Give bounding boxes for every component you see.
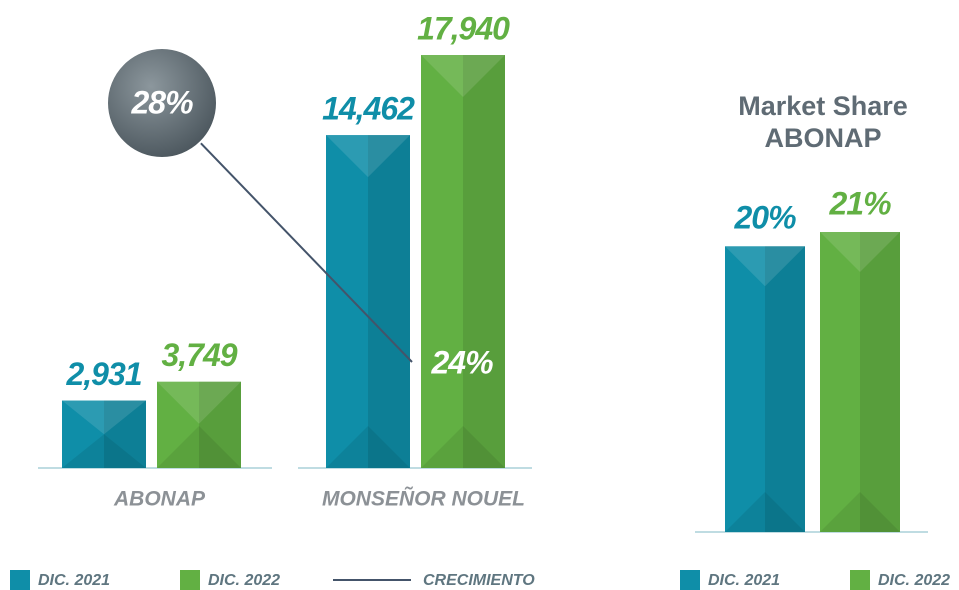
x-tick-label: ABONAP [113, 488, 206, 511]
bar-facet [62, 434, 146, 468]
value-label: 17,940 [417, 10, 510, 46]
bar [62, 400, 146, 468]
bar-facet [860, 232, 900, 532]
bar-facet [421, 426, 505, 468]
legend-label: DIC. 2021 [38, 572, 110, 589]
bar-facet [820, 492, 900, 532]
legend-swatch [680, 570, 700, 590]
growth-label: 24% [430, 344, 493, 380]
bar-facet [765, 246, 805, 533]
bar-facet [421, 55, 505, 97]
value-label: 14,462 [322, 91, 415, 127]
bar-facet [326, 135, 410, 178]
value-label: 21% [828, 185, 891, 221]
bar-facet [725, 246, 805, 287]
value-label: 3,749 [161, 337, 237, 373]
bar [820, 232, 900, 532]
bar-facet [820, 232, 900, 272]
x-tick-label: MONSEÑOR NOUEL [322, 488, 525, 511]
bar-facet [725, 492, 805, 532]
legend-swatch [180, 570, 200, 590]
bar [421, 55, 505, 468]
growth-line [161, 102, 413, 363]
legend-swatch [10, 570, 30, 590]
legend-label: DIC. 2021 [708, 572, 780, 589]
bar-facet [368, 135, 410, 468]
value-label: 20% [733, 200, 796, 236]
bar-facet [157, 426, 241, 468]
bar-facet [157, 381, 241, 424]
bar-facet [326, 426, 410, 468]
value-label: 2,931 [65, 356, 141, 392]
bar [157, 381, 241, 468]
bar [326, 135, 410, 468]
growth-label: 28% [130, 84, 193, 120]
growth-bubble [106, 47, 218, 159]
legend-label: DIC. 2022 [208, 572, 280, 589]
legend-label: CRECIMIENTO [423, 572, 535, 589]
bar-facet [62, 400, 146, 435]
legend-swatch [850, 570, 870, 590]
legend-label: DIC. 2022 [878, 572, 950, 589]
bar-facet [104, 400, 146, 468]
bar-facet [463, 55, 505, 468]
chart-title: Market Share ABONAP [738, 91, 908, 153]
bar [725, 246, 805, 533]
bar-facet [199, 381, 241, 468]
